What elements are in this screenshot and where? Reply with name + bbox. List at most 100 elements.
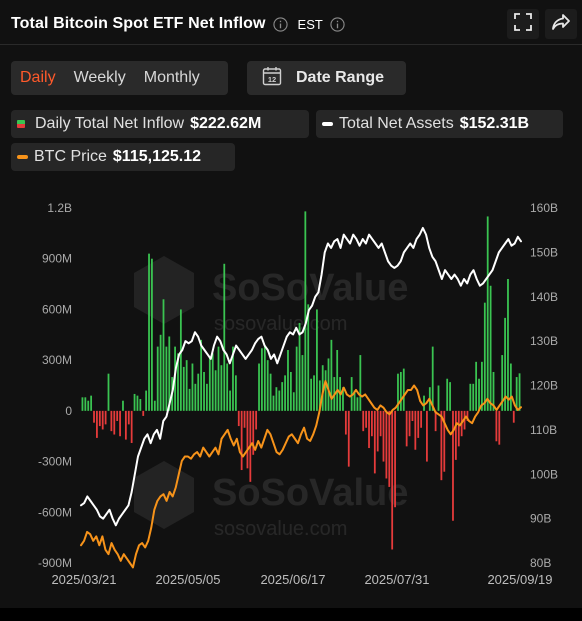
inflow-bar[interactable]	[188, 388, 191, 411]
inflow-bar[interactable]	[475, 361, 478, 411]
inflow-bar[interactable]	[388, 410, 391, 487]
inflow-bar[interactable]	[362, 410, 365, 432]
inflow-bar[interactable]	[307, 304, 310, 411]
inflow-bar[interactable]	[365, 410, 368, 428]
inflow-bar[interactable]	[446, 378, 449, 411]
inflow-bar[interactable]	[449, 382, 451, 411]
inflow-bar[interactable]	[240, 410, 243, 471]
inflow-bar[interactable]	[301, 355, 304, 411]
chart-svg[interactable]: SoSoValue sosovalue.com SoSoValue sosovalue…	[0, 0, 582, 608]
inflow-bar[interactable]	[501, 355, 504, 411]
inflow-bar[interactable]	[509, 363, 512, 411]
inflow-bar[interactable]	[440, 410, 443, 481]
inflow-bar[interactable]	[397, 373, 399, 411]
inflow-bar[interactable]	[486, 216, 489, 411]
inflow-bar[interactable]	[414, 410, 417, 450]
inflow-bar[interactable]	[223, 263, 226, 411]
inflow-bar[interactable]	[359, 355, 362, 411]
inflow-bar[interactable]	[272, 395, 275, 411]
inflow-bar[interactable]	[197, 373, 200, 411]
inflow-bar[interactable]	[145, 390, 148, 411]
inflow-bar[interactable]	[281, 382, 284, 411]
inflow-bar[interactable]	[159, 334, 162, 411]
inflow-bar[interactable]	[142, 410, 145, 416]
inflow-bar[interactable]	[93, 410, 95, 423]
inflow-bar[interactable]	[234, 375, 237, 411]
inflow-bar[interactable]	[96, 410, 98, 438]
inflow-bar[interactable]	[127, 410, 130, 425]
inflow-bar[interactable]	[217, 346, 220, 411]
inflow-bar[interactable]	[133, 393, 136, 411]
inflow-bar[interactable]	[191, 363, 194, 411]
inflow-bar[interactable]	[148, 253, 150, 411]
inflow-bar[interactable]	[391, 410, 394, 550]
inflow-bar[interactable]	[399, 371, 402, 411]
inflow-bar[interactable]	[220, 365, 223, 411]
inflow-bar[interactable]	[466, 410, 469, 421]
inflow-bar[interactable]	[304, 211, 307, 411]
inflow-bar[interactable]	[278, 390, 281, 411]
inflow-bar[interactable]	[382, 410, 385, 462]
inflow-bar[interactable]	[423, 395, 425, 411]
legend-btc[interactable]: BTC Price $115,125.12	[11, 143, 235, 171]
timezone-info-icon[interactable]	[330, 16, 345, 32]
inflow-bar[interactable]	[376, 410, 379, 452]
inflow-bar[interactable]	[495, 410, 498, 442]
inflow-bar[interactable]	[316, 309, 318, 411]
inflow-bar[interactable]	[275, 387, 278, 411]
inflow-bar[interactable]	[437, 385, 440, 411]
inflow-bar[interactable]	[434, 410, 437, 432]
inflow-bar[interactable]	[208, 356, 211, 411]
inflow-bar[interactable]	[371, 410, 373, 437]
inflow-bar[interactable]	[107, 373, 110, 411]
inflow-bar[interactable]	[394, 410, 396, 508]
inflow-bar[interactable]	[255, 410, 258, 430]
inflow-bar[interactable]	[165, 346, 168, 411]
inflow-bar[interactable]	[185, 360, 188, 411]
inflow-bar[interactable]	[258, 363, 260, 411]
tab-daily[interactable]: Daily	[20, 69, 56, 86]
inflow-bar[interactable]	[284, 375, 286, 411]
inflow-bar[interactable]	[194, 383, 197, 411]
inflow-bar[interactable]	[136, 395, 139, 411]
inflow-bar[interactable]	[350, 377, 353, 411]
inflow-bar[interactable]	[266, 360, 269, 411]
inflow-bar[interactable]	[295, 346, 298, 411]
inflow-bar[interactable]	[151, 258, 153, 411]
inflow-bar[interactable]	[90, 395, 93, 411]
inflow-bar[interactable]	[481, 361, 483, 411]
inflow-bar[interactable]	[122, 400, 124, 411]
inflow-bar[interactable]	[229, 390, 231, 411]
inflow-bar[interactable]	[469, 383, 472, 411]
inflow-bar[interactable]	[261, 348, 263, 411]
inflow-bar[interactable]	[116, 410, 119, 421]
inflow-bar[interactable]	[289, 371, 292, 411]
inflow-bar[interactable]	[313, 375, 315, 411]
inflow-bar[interactable]	[252, 410, 255, 455]
inflow-bar[interactable]	[417, 410, 420, 438]
inflow-bar[interactable]	[368, 410, 370, 449]
inflow-bar[interactable]	[336, 350, 339, 411]
inflow-bar[interactable]	[310, 378, 313, 411]
inflow-bar[interactable]	[327, 358, 330, 411]
inflow-bar[interactable]	[104, 410, 107, 425]
inflow-bar[interactable]	[405, 410, 408, 447]
inflow-bar[interactable]	[168, 336, 171, 411]
inflow-bar[interactable]	[443, 410, 446, 472]
inflow-bar[interactable]	[177, 353, 179, 411]
inflow-bar[interactable]	[353, 390, 356, 411]
inflow-bar[interactable]	[214, 370, 217, 411]
inflow-bar[interactable]	[179, 309, 182, 411]
inflow-bar[interactable]	[489, 285, 492, 411]
inflow-bar[interactable]	[226, 363, 229, 411]
share-button[interactable]	[545, 9, 577, 39]
inflow-bar[interactable]	[342, 387, 344, 411]
inflow-bar[interactable]	[373, 410, 376, 474]
inflow-bar[interactable]	[321, 365, 324, 411]
inflow-bar[interactable]	[483, 302, 486, 411]
inflow-bar[interactable]	[243, 410, 246, 428]
inflow-bar[interactable]	[232, 346, 234, 411]
inflow-bar[interactable]	[139, 399, 142, 411]
inflow-bar[interactable]	[162, 299, 165, 411]
inflow-bar[interactable]	[113, 410, 116, 435]
